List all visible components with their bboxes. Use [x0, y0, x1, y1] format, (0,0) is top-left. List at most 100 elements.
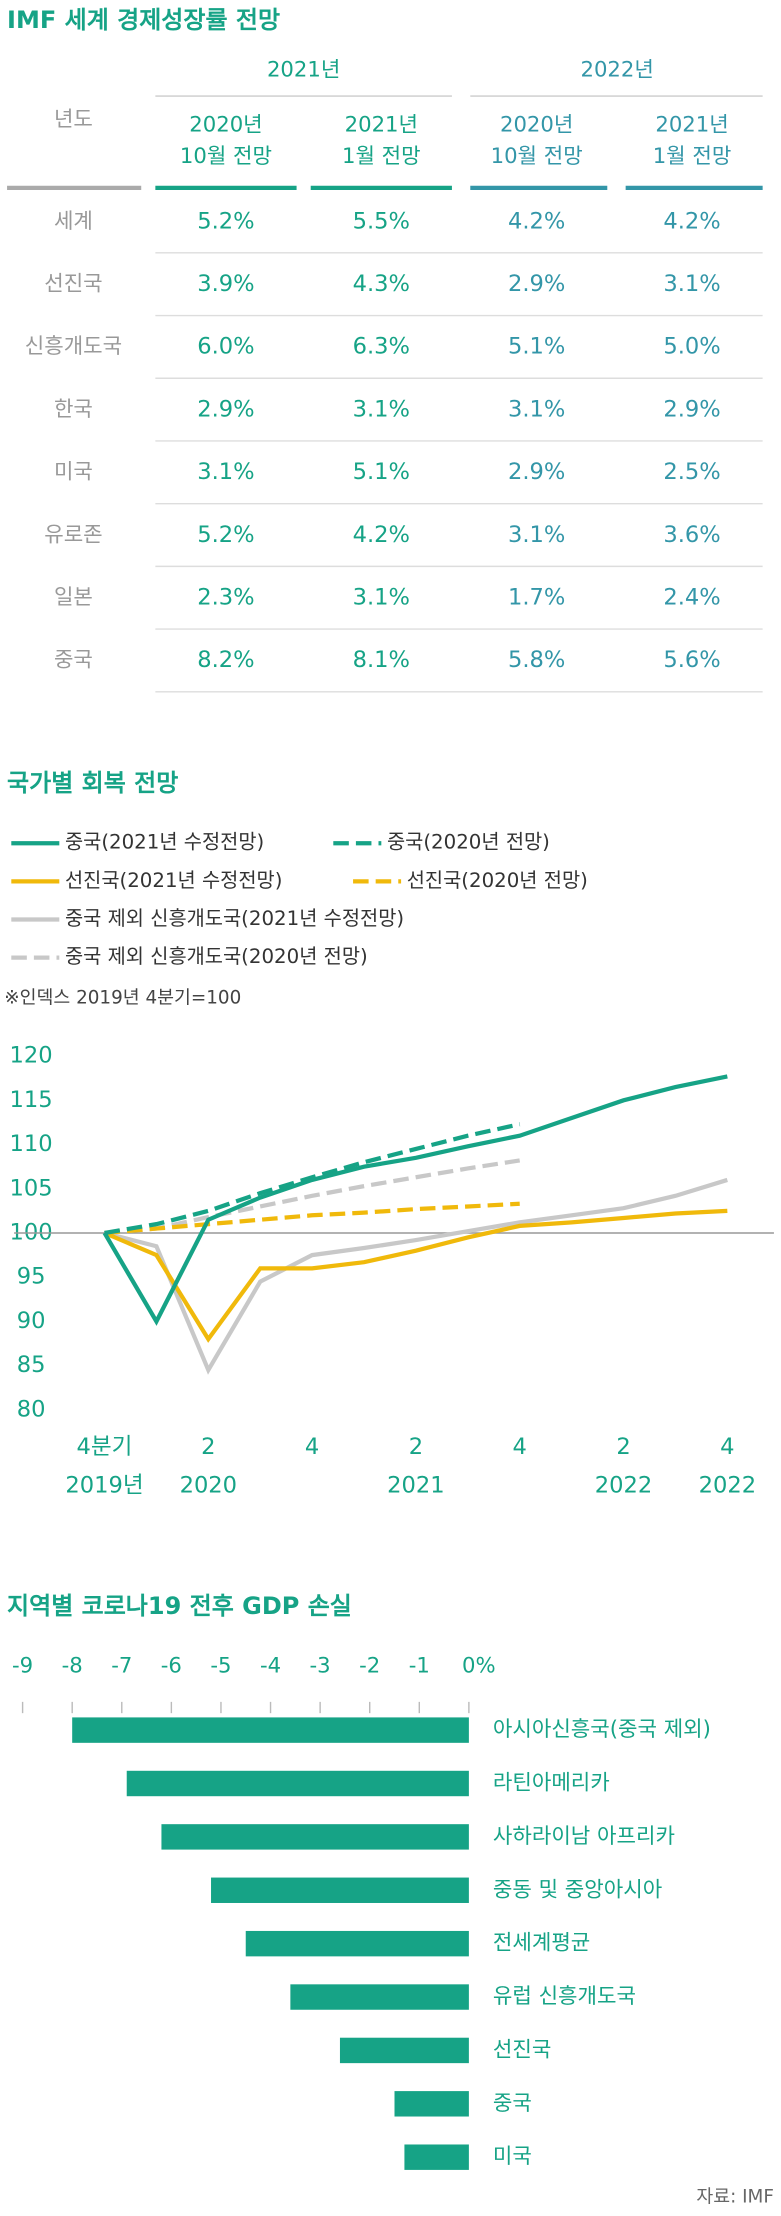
column-header: 10월 전망	[491, 143, 583, 168]
cell: 5.8%	[508, 647, 565, 673]
cell: 3.1%	[197, 459, 254, 485]
cell: 6.0%	[197, 334, 254, 360]
row-label: 일본	[54, 584, 93, 609]
cell: 5.1%	[508, 334, 565, 360]
category-label: 아시아신흥국(중국 제외)	[493, 1716, 711, 1741]
series-line	[104, 1122, 521, 1236]
bar	[126, 1770, 469, 1797]
x-tick-label: -5	[210, 1653, 231, 1678]
group-header: 2022년	[580, 57, 653, 82]
bar	[72, 1717, 469, 1743]
category-label: 선진국	[493, 2036, 551, 2061]
column-header: 10월 전망	[180, 143, 272, 168]
x-tick-label: -9	[12, 1653, 33, 1678]
x-tick-label: 2	[409, 1434, 423, 1460]
cell: 3.1%	[353, 585, 410, 611]
cell: 2.9%	[508, 271, 565, 297]
category-label: 유럽 신흥개도국	[493, 1983, 636, 2008]
x-tick-label: -2	[359, 1653, 380, 1678]
x-tick-label: -8	[62, 1653, 83, 1678]
column-header: 1월 전망	[342, 143, 421, 168]
x-tick-label: 2022	[699, 1472, 756, 1498]
x-tick-label: 2022	[595, 1472, 652, 1498]
chart-title: 국가별 회복 전망	[7, 769, 178, 797]
column-header: 2021년	[655, 112, 728, 137]
note: ※인덱스 2019년 4분기=100	[4, 988, 241, 1009]
series-line	[103, 1208, 728, 1343]
row-label: 유로존	[44, 521, 102, 546]
x-tick-label: 4	[513, 1434, 527, 1460]
series-line	[103, 1177, 728, 1375]
x-tick-label: 2021	[387, 1472, 444, 1498]
y-tick-label: 80	[17, 1396, 46, 1422]
cell: 2.9%	[197, 396, 254, 422]
cell: 8.2%	[197, 647, 254, 673]
legend-label: 중국 제외 신흥개도국(2020년 전망)	[65, 945, 368, 968]
bar	[161, 1824, 469, 1850]
y-tick-label: 120	[10, 1043, 53, 1069]
column-header: 1월 전망	[653, 143, 732, 168]
x-tick-label: -3	[310, 1653, 331, 1678]
series-line	[102, 1074, 728, 1326]
cell: 2.4%	[663, 585, 720, 611]
cell: 3.1%	[353, 396, 410, 422]
y-tick-label: 85	[17, 1352, 46, 1378]
x-tick-label: 2019년	[65, 1472, 143, 1498]
y-tick-label: 95	[17, 1264, 46, 1290]
row-label: 한국	[54, 396, 93, 421]
legend-label: 중국(2020년 전망)	[387, 831, 550, 854]
cell: 3.6%	[663, 522, 720, 548]
y-tick-label: 110	[10, 1131, 53, 1157]
x-tick-label: 4분기	[77, 1434, 133, 1460]
row-label: 중국	[54, 647, 93, 672]
x-tick-label: -7	[111, 1653, 132, 1678]
series-line	[104, 1158, 521, 1236]
bar	[404, 2144, 469, 2170]
category-label: 중동 및 중앙아시아	[493, 1876, 662, 1901]
x-tick-label: -4	[260, 1653, 281, 1678]
category-label: 라틴아메리카	[493, 1770, 610, 1795]
cell: 1.7%	[508, 585, 565, 611]
chart-title: 지역별 코로나19 전후 GDP 손실	[7, 1592, 352, 1620]
cell: 4.2%	[508, 208, 565, 234]
row-label: 미국	[54, 459, 93, 484]
y-tick-label: 90	[17, 1308, 46, 1334]
cell: 6.3%	[353, 334, 410, 360]
legend-label: 중국(2021년 수정전망)	[65, 831, 264, 854]
series-line	[104, 1201, 520, 1236]
cell: 5.6%	[663, 647, 720, 673]
bar	[394, 2091, 469, 2117]
category-label: 중국	[493, 2090, 532, 2115]
category-label: 전세계평균	[493, 1930, 590, 1955]
legend-label: 선진국(2021년 수정전망)	[65, 869, 282, 892]
bar	[339, 2037, 469, 2064]
row-header: 년도	[54, 106, 93, 131]
y-tick-label: 105	[10, 1175, 53, 1201]
cell: 3.1%	[508, 396, 565, 422]
x-tick-label: 2	[616, 1434, 630, 1460]
cell: 5.0%	[663, 334, 720, 360]
table-title: IMF 세계 경제성장률 전망	[7, 6, 280, 34]
column-header: 2020년	[500, 112, 573, 137]
y-tick-label: 115	[10, 1087, 53, 1113]
bar	[245, 1930, 469, 1957]
column-header: 2020년	[189, 112, 262, 137]
row-label: 신흥개도국	[25, 333, 122, 358]
x-tick-label: 0%	[462, 1653, 496, 1678]
source: 자료: IMF	[696, 2187, 774, 2208]
legend-label: 중국 제외 신흥개도국(2021년 수정전망)	[65, 907, 404, 930]
x-tick-label: 4	[720, 1434, 734, 1460]
cell: 3.9%	[197, 271, 254, 297]
x-tick-label: 2	[201, 1434, 215, 1460]
category-label: 미국	[493, 2143, 532, 2168]
column-header: 2021년	[345, 112, 418, 137]
cell: 5.2%	[197, 522, 254, 548]
cell: 4.2%	[663, 208, 720, 234]
cell: 2.9%	[508, 459, 565, 485]
cell: 2.3%	[197, 585, 254, 611]
cell: 2.9%	[663, 396, 720, 422]
cell: 4.3%	[353, 271, 410, 297]
row-label: 세계	[54, 208, 93, 233]
cell: 5.2%	[197, 208, 254, 234]
